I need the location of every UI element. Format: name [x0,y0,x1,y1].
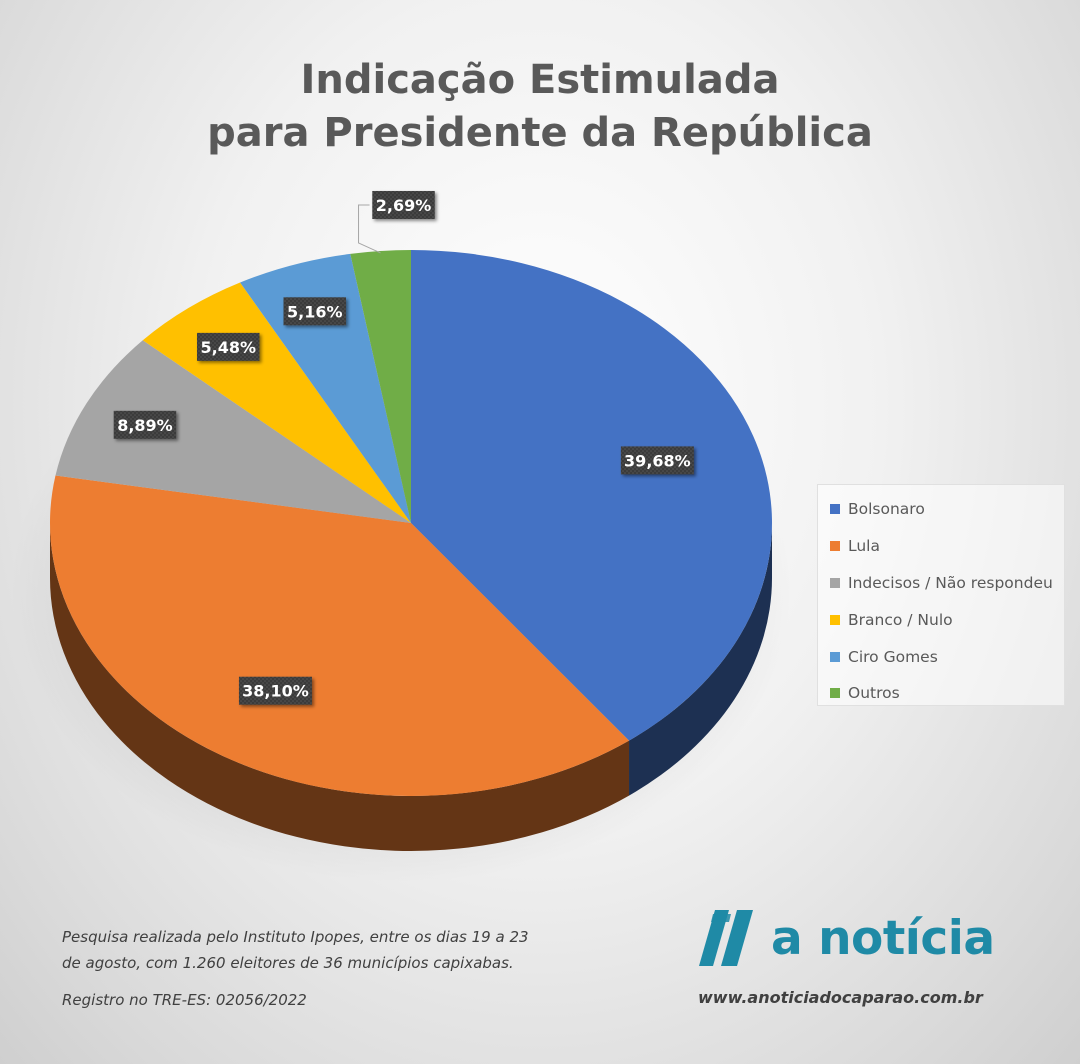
pie-slice-2 [55,340,411,523]
legend-swatch [830,651,840,662]
data-labels: 39,68% 38,10% 8,89% 5,48% 5,16% 2,69% [113,190,694,705]
legend-item-outros: Outros [830,675,1064,712]
leader-line-5 [358,204,381,254]
pie-slice-5 [350,250,411,523]
data-label-4: 5,16% [287,302,343,321]
data-label-2: 8,89% [117,416,173,435]
chart-title-line-1: Indicação Estimulada [300,57,780,103]
data-label-3: 5,48% [200,338,256,357]
chart-title-line-2: para Presidente da República [207,110,873,156]
pie-side-walls [50,523,772,851]
legend-item-indecisos: Indecisos / Não respondeu [830,565,1064,602]
data-label-box-1 [238,676,312,705]
data-label-box-3 [196,332,260,361]
pie-side-1 [50,523,630,851]
data-label-box-2 [113,410,177,439]
legend-swatch [830,577,840,588]
data-label-5: 2,69% [376,196,432,215]
pie-slices [50,250,772,796]
legend-swatch [830,504,840,515]
legend-item-branco-nulo: Branco / Nulo [830,601,1064,638]
registration-note: Registro no TRE-ES: 02056/2022 [62,991,307,1009]
legend-swatch [830,541,840,552]
brand-logo: a notícia [695,906,995,970]
pie-slice-1 [50,475,630,796]
website-url: www.anoticiadocaparao.com.br [698,988,983,1007]
legend-label: Bolsonaro [848,500,925,519]
pie-side-0 [629,523,772,796]
legend-label: Lula [848,537,880,556]
data-label-box-0 [620,446,694,475]
legend-swatch [830,614,840,625]
survey-note-line-2: de agosto, com 1.260 eleitores de 36 mun… [62,954,514,972]
legend-label: Branco / Nulo [848,610,953,629]
legend-item-bolsonaro: Bolsonaro [830,491,1064,528]
brand-name: a notícia [771,910,995,966]
data-label-0: 39,68% [624,451,691,470]
legend-label: Indecisos / Não respondeu [848,573,1053,592]
data-label-box-5 [372,190,435,219]
legend-item-ciro-gomes: Ciro Gomes [830,638,1064,675]
survey-note-line-1: Pesquisa realizada pelo Instituto Ipopes… [62,928,529,946]
legend-item-lula: Lula [830,528,1064,565]
brand-logo-icon [699,910,753,966]
pie-slice-0 [411,250,772,741]
data-label-box-4 [283,297,347,326]
legend-swatch [830,688,840,699]
data-label-1: 38,10% [242,682,309,701]
legend-label: Outros [848,684,900,703]
chart-legend: Bolsonaro Lula Indecisos / Não respondeu… [817,484,1065,706]
pie-slice-4 [240,253,411,523]
legend-label: Ciro Gomes [848,647,938,666]
